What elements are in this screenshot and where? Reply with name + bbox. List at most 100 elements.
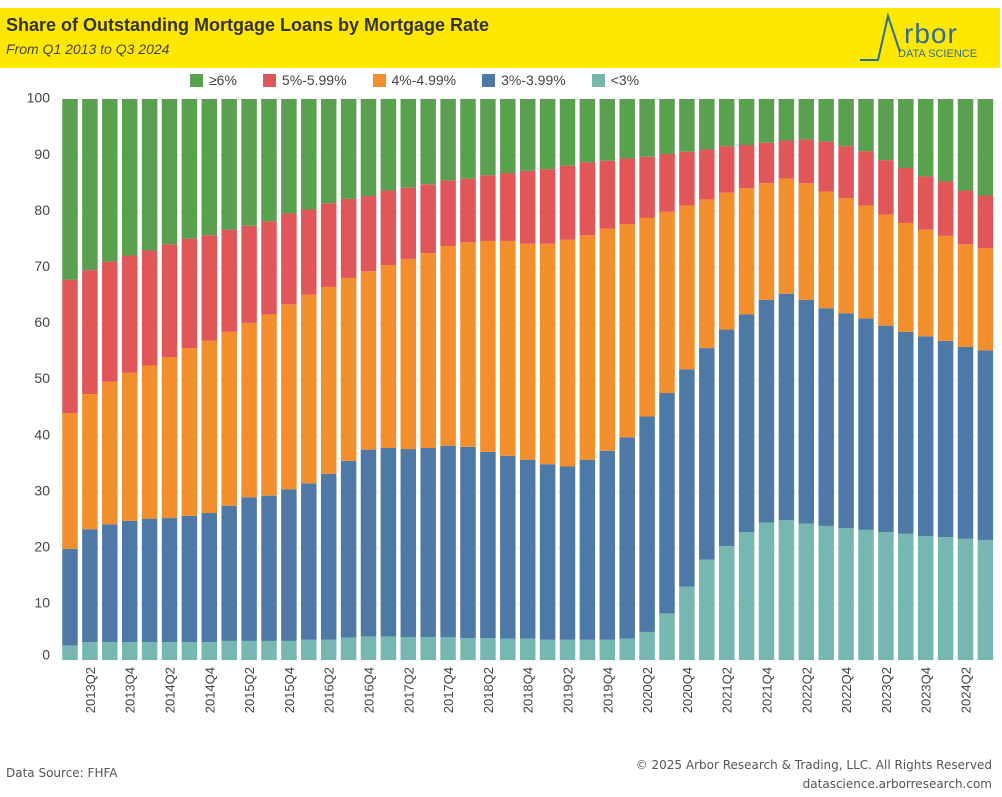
bar-segment — [181, 515, 198, 643]
bar-segment — [400, 187, 417, 259]
bar-segment — [360, 449, 377, 637]
bar-segment — [62, 645, 78, 660]
bar-segment — [659, 613, 675, 660]
bar-segment — [937, 235, 954, 341]
bar-segment — [261, 640, 277, 660]
bar-segment — [161, 357, 178, 519]
bar-segment — [301, 99, 317, 210]
bar-segment — [858, 205, 874, 319]
bar-segment — [659, 99, 675, 154]
bar-segment — [559, 99, 576, 166]
bar-segment — [858, 99, 874, 152]
legend: ≥6% 5%-5.99% 4%-4.99% 3%-3.99% <3% — [190, 72, 639, 88]
bar-segment — [878, 325, 894, 533]
y-tick-label: 60 — [34, 314, 50, 330]
bar-segment — [619, 99, 635, 159]
bar-segment — [221, 331, 237, 506]
bar-segment — [738, 314, 755, 533]
legend-swatch — [591, 73, 605, 87]
bar-segment — [420, 184, 436, 254]
bar-segment — [201, 642, 218, 660]
bar-segment — [977, 248, 994, 351]
bar-segment — [778, 140, 795, 179]
bar-segment — [201, 99, 218, 236]
x-tick-label: 2023Q4 — [919, 667, 934, 713]
bar-segment — [838, 313, 854, 529]
bar-segment — [878, 99, 894, 161]
bar-segment — [579, 235, 596, 460]
bar-segment — [380, 99, 397, 191]
bar-segment — [241, 99, 257, 226]
bar-segment — [340, 460, 357, 638]
x-tick-label: 2023Q2 — [879, 667, 894, 713]
bar-segment — [539, 639, 556, 660]
y-tick-label: 80 — [34, 202, 50, 218]
bar-segment — [460, 178, 476, 243]
bar-segment — [141, 365, 158, 519]
bar-segment — [599, 99, 616, 161]
copyright: © 2025 Arbor Research & Trading, LLC. Al… — [635, 758, 992, 772]
bar-segment — [818, 308, 834, 526]
bar-segment — [320, 473, 337, 640]
y-tick-label: 50 — [34, 370, 50, 386]
bar-segment — [718, 192, 735, 330]
bar-segment — [818, 99, 834, 142]
bar-segment — [82, 529, 98, 643]
x-tick-label: 2017Q2 — [401, 667, 416, 713]
bar-segment — [758, 99, 775, 143]
bar-segment — [301, 294, 317, 484]
bar-segment — [102, 642, 118, 660]
legend-swatch — [190, 73, 203, 87]
bar-segment — [221, 505, 237, 641]
bar-segment — [141, 642, 158, 660]
bar-segment — [798, 183, 815, 300]
legend-item: 5%-5.99% — [262, 72, 347, 88]
bar-segment — [917, 176, 934, 230]
bar-segment — [599, 228, 616, 451]
bar-segment — [818, 191, 834, 309]
bar-segment — [559, 165, 576, 240]
bar-segment — [957, 538, 974, 660]
x-tick-label: 2014Q4 — [202, 667, 217, 713]
bar-segment — [579, 99, 596, 163]
bar-segment — [579, 162, 596, 236]
bar-segment — [898, 533, 914, 660]
bar-segment — [738, 99, 755, 146]
bar-segment — [440, 445, 456, 637]
website: datascience.arborresearch.com — [802, 777, 992, 791]
logo-subtext: DATA SCIENCE — [898, 48, 978, 60]
bar-segment — [161, 244, 178, 358]
bar-segment — [141, 518, 158, 643]
legend-label: 3%-3.99% — [501, 72, 566, 88]
x-tick-label: 2019Q4 — [600, 667, 615, 713]
x-tick-label: 2020Q4 — [680, 667, 695, 713]
bar-segment — [758, 183, 775, 300]
bar-segment — [579, 639, 596, 660]
bar-segment — [62, 548, 78, 646]
bar-segment — [340, 198, 357, 278]
bar-segment — [619, 638, 635, 660]
bar-segment — [420, 447, 436, 637]
bar-segment — [320, 286, 337, 474]
bar-segment — [957, 99, 974, 191]
bar-segment — [559, 639, 576, 660]
bar-segment — [878, 532, 894, 660]
bar-segment — [221, 640, 237, 660]
bar-segment — [778, 178, 795, 294]
bar-segment — [121, 255, 138, 373]
bar-segment — [420, 636, 436, 660]
bar-segment — [917, 536, 934, 660]
bar-segment — [599, 639, 616, 660]
bar-segment — [858, 318, 874, 530]
bar-segment — [301, 209, 317, 295]
y-tick-label: 40 — [34, 426, 50, 442]
bar-segment — [340, 637, 357, 660]
x-tick-label: 2022Q2 — [799, 667, 814, 713]
bar-segment — [82, 270, 98, 395]
x-tick-label: 2015Q4 — [282, 667, 297, 713]
bar-segment — [559, 466, 576, 640]
bar-segment — [281, 213, 297, 305]
data-source: Data Source: FHFA — [6, 766, 118, 780]
bar-segment — [758, 142, 775, 184]
arbor-logo: rbor DATA SCIENCE — [856, 12, 986, 66]
